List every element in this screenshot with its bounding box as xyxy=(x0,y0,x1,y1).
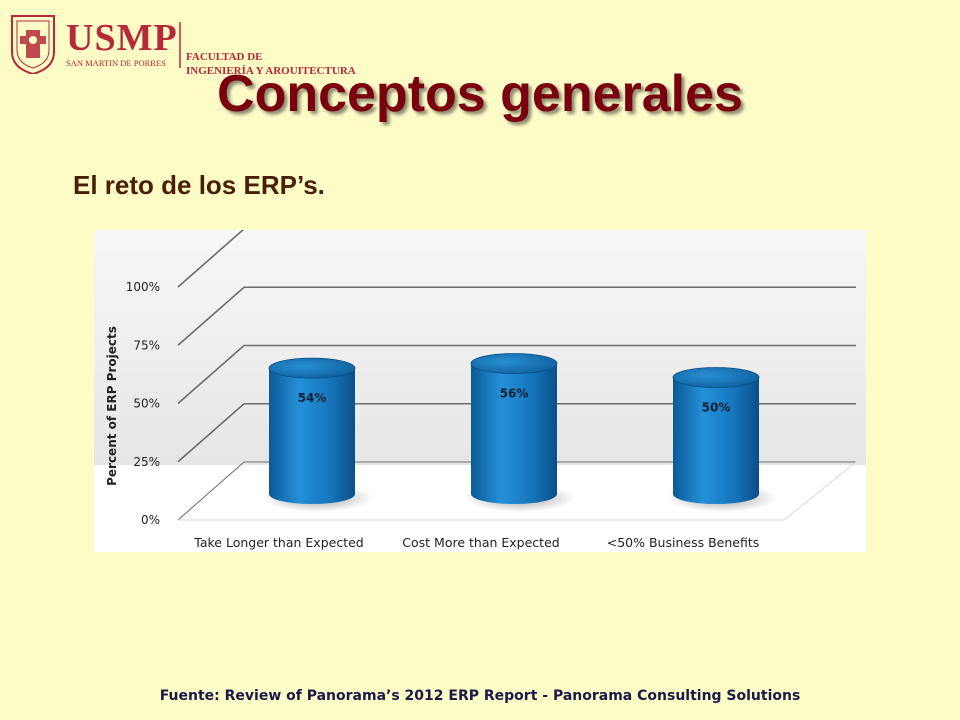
bar xyxy=(471,363,557,504)
bar xyxy=(673,377,759,504)
bar-data-label: 54% xyxy=(298,391,327,405)
y-axis-label: Percent of ERP Projects xyxy=(105,326,119,486)
x-category-label: Take Longer than Expected xyxy=(193,535,363,550)
y-tick-label: 100% xyxy=(126,280,160,294)
y-tick-label: 0% xyxy=(141,513,160,527)
university-seal-icon xyxy=(11,15,55,76)
x-category-label: Cost More than Expected xyxy=(402,535,559,550)
gridline xyxy=(177,402,856,463)
bar-top xyxy=(470,353,558,374)
chart-gridlines xyxy=(177,230,857,521)
bar-top xyxy=(672,367,760,388)
bar-data-label: 50% xyxy=(702,401,731,415)
slide-subtitle: El reto de los ERP’s. xyxy=(73,170,325,200)
logo-university-name: SAN MARTIN DE PORRES xyxy=(66,58,166,68)
gridline xyxy=(177,230,245,288)
y-tick-label: 50% xyxy=(133,397,160,411)
y-tick-label: 75% xyxy=(133,338,160,352)
logo-wordmark: USMP xyxy=(66,17,178,59)
chart-floor-edge xyxy=(178,461,857,521)
x-axis-labels: Take Longer than Expected Cost More than … xyxy=(193,535,759,550)
source-citation: Fuente: Review of Panorama’s 2012 ERP Re… xyxy=(159,688,801,704)
bar-data-label: 56% xyxy=(500,387,529,401)
y-tick-label: 25% xyxy=(133,455,160,469)
usmp-logo: USMP SAN MARTIN DE PORRES FACULTAD DE IN… xyxy=(8,10,368,77)
chart-bars: 54% 56% 50% xyxy=(263,353,777,512)
erp-chart: 0% 25% 50% 75% 100% Percent of ERP Projects … xyxy=(94,230,866,552)
gridline xyxy=(177,461,856,521)
slide-title: Conceptos generales xyxy=(217,65,743,123)
gridline xyxy=(177,344,856,405)
logo-faculty-line1: FACULTAD DE xyxy=(186,51,263,63)
erp-chart-svg: 0%25%50%75%100% Percent of ERP Projects … xyxy=(94,230,866,550)
bar-top xyxy=(268,357,356,379)
bar xyxy=(269,368,355,504)
x-category-label: <50% Business Benefits xyxy=(607,535,760,550)
y-axis-ticks: 0% 25% 50% 75% 100% xyxy=(126,280,160,527)
gridline xyxy=(177,286,856,346)
